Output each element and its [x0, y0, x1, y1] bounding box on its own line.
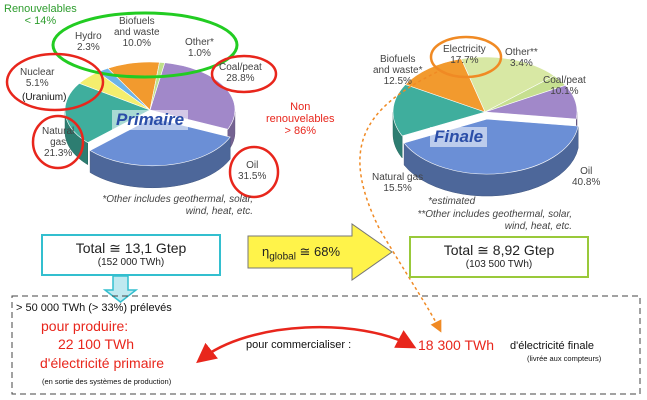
primary-total-value: Total ≅ 13,1 Gtep: [75, 240, 187, 256]
final-twh-text: 18 300 TWh: [418, 337, 495, 353]
final-slice-4: [392, 84, 486, 137]
final-slice-5: [404, 58, 486, 113]
coal-label: Coal/peat 28.8%: [219, 62, 262, 84]
final-total-twh: (103 500 TWh): [465, 259, 533, 270]
final-slice-0: [460, 56, 555, 113]
final-biofuels-label: Biofuels and waste* 12.5%: [373, 54, 423, 87]
nuclear-ellipse: [5, 52, 105, 112]
primaire-title: Primaire: [112, 110, 189, 130]
livree-text: (livrée aux compteurs): [527, 354, 602, 363]
biofuels-label: Biofuels and waste 10.0%: [114, 16, 160, 49]
oil-ellipse: [228, 145, 280, 199]
final-gas-label: Natural gas 15.5%: [372, 172, 424, 194]
final-footnote-1: *estimated: [428, 196, 476, 207]
primary-total-twh: (152 000 TWh): [97, 257, 165, 268]
final-total-box: Total ≅ 8,92 Gtep (103 500 TWh): [409, 236, 589, 278]
electricity-ellipse: [429, 35, 503, 79]
primary-footnote: *Other includes geothermal, solar, wind,…: [102, 194, 253, 217]
oil-label: Oil 31.5%: [238, 160, 267, 182]
efficiency-arrow: [247, 223, 393, 281]
electricity-label: Electricity 17.7%: [443, 44, 486, 66]
uranium-label: (Uranium): [22, 92, 67, 103]
hydro-label: Hydro 2.3%: [75, 31, 102, 53]
preleves-text: > 50 000 TWh (> 33%) prélevés: [16, 302, 172, 314]
pour-produire-text: pour produire:: [41, 318, 129, 334]
commercialiser-arrow: [196, 325, 417, 364]
electricity-dotted-arrow: [359, 71, 442, 333]
down-arrow: [102, 275, 139, 303]
bottom-dashed-box: [11, 295, 641, 395]
primary-electricity-text: d'électricité primaire: [40, 355, 165, 371]
final-coal-label: Coal/peat 10.1%: [543, 75, 586, 97]
final-oil-label: Oil 40.8%: [572, 166, 601, 188]
primary-twh-text: 22 100 TWh: [58, 336, 135, 352]
final-other-label: Other** 3.4%: [505, 47, 538, 69]
renouvelables-label: Renouvelables < 14%: [4, 3, 77, 27]
efficiency-label: ηglobal ≅ 68%: [262, 244, 341, 263]
final-slice-2: [484, 84, 578, 120]
primary-total-box: Total ≅ 13,1 Gtep (152 000 TWh): [41, 234, 221, 276]
other-label: Other* 1.0%: [185, 37, 214, 59]
primary-slice-1: [89, 117, 231, 167]
en-sortie-text: (en sortie des systèmes de production): [42, 377, 172, 386]
pour-commercialiser-text: pour commercialiser :: [246, 339, 352, 351]
final-footnote-2: **Other includes geothermal, solar, wind…: [417, 209, 572, 232]
pie-finale: [392, 56, 579, 197]
final-electricity-text: d'électricité finale: [510, 340, 595, 352]
finale-title: Finale: [430, 127, 488, 147]
nuclear-label: Nuclear 5.1%: [20, 67, 55, 89]
non-renouvelables-label: Non renouvelables > 86%: [266, 101, 335, 137]
renewables-ellipse: [51, 11, 239, 79]
coal-ellipse: [210, 54, 278, 94]
gas-ellipse: [31, 114, 85, 170]
final-total-value: Total ≅ 8,92 Gtep: [443, 242, 555, 258]
primary-slice-6: [149, 61, 166, 111]
gas-label: Natural gas 21.3%: [42, 126, 75, 159]
pie-primaire: [64, 61, 236, 189]
